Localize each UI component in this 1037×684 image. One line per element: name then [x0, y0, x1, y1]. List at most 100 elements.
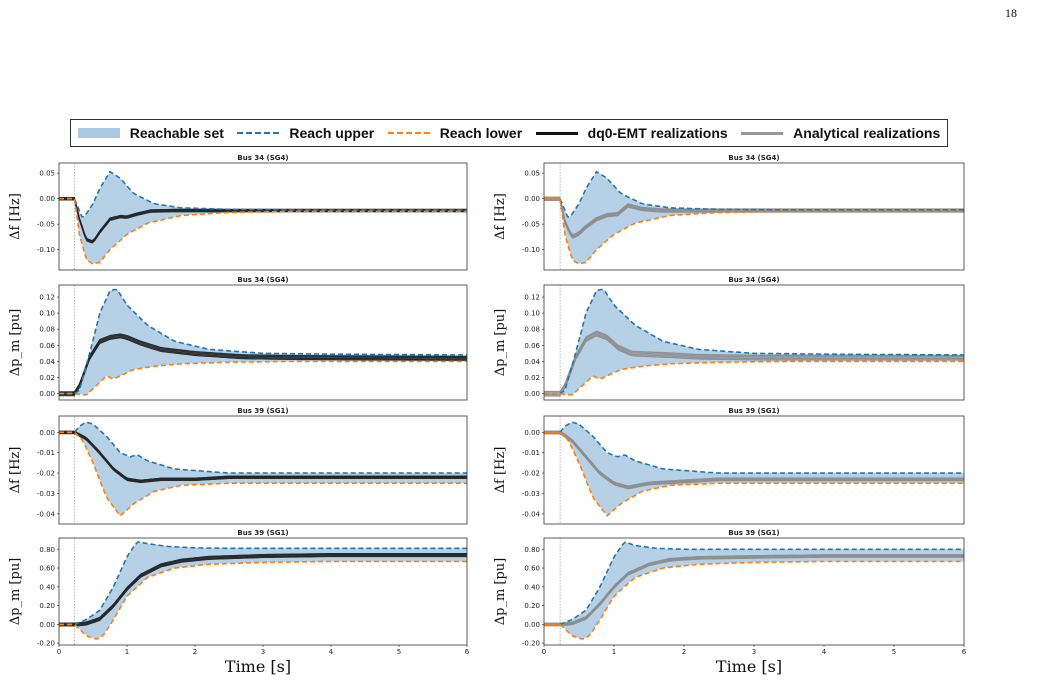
- y-axis-label: Δf [Hz]: [493, 193, 508, 240]
- y-tick-label: -0.10: [522, 246, 540, 254]
- y-tick-label: 0.00: [39, 390, 55, 398]
- y-tick-label: 0.80: [524, 546, 540, 554]
- subplot-title: Bus 34 (SG4): [728, 154, 779, 162]
- realization-line-1: [544, 432, 964, 489]
- legend-item-reach-lower: Reach lower: [387, 125, 522, 141]
- realization-line-2: [59, 553, 467, 625]
- realization-line-3: [59, 553, 467, 624]
- reach-upper-line: [59, 421, 467, 474]
- y-axis-label: Δp_m [pu]: [8, 309, 23, 377]
- y-axis-label: Δf [Hz]: [8, 447, 23, 494]
- subplot-title: Bus 39 (SG1): [237, 529, 288, 537]
- y-axis-label: Δp_m [pu]: [8, 558, 23, 626]
- y-tick-label: 0.00: [524, 429, 540, 437]
- x-tick-label: 3: [261, 648, 265, 656]
- y-tick-label: -0.04: [37, 510, 56, 518]
- x-tick-label: 5: [397, 648, 401, 656]
- legend-label: dq0-EMT realizations: [587, 125, 728, 141]
- y-tick-label: 0.40: [524, 583, 540, 591]
- y-tick-label: 0.20: [39, 602, 55, 610]
- reach-lower-line: [544, 560, 964, 640]
- y-tick-label: -0.02: [522, 470, 540, 478]
- subplot-title: Bus 39 (SG1): [237, 407, 288, 415]
- reachable-set-area: [59, 422, 467, 516]
- reachable-set-area: [544, 289, 964, 395]
- reach-upper-line: [544, 170, 964, 218]
- y-axis-label: Δp_m [pu]: [493, 558, 508, 626]
- realization-line-2: [544, 431, 964, 488]
- y-tick-label: 0.05: [524, 170, 540, 178]
- plot-frame: [58, 415, 468, 525]
- plot-frame: [58, 162, 468, 271]
- reach-upper-line: [544, 288, 964, 395]
- realization-line-3: [544, 554, 964, 624]
- y-tick-label: 0.00: [39, 195, 55, 203]
- legend-swatch-line-black: [535, 131, 578, 135]
- y-tick-label: -0.20: [522, 640, 540, 648]
- y-tick-label: 0.00: [524, 195, 540, 203]
- y-tick-label: 0.60: [39, 565, 55, 573]
- realization-line-0: [59, 199, 467, 244]
- subplot-7: Bus 39 (SG1) 0.80 0.60 0.40 0.20 0.00 -0.200 1 2…: [493, 529, 967, 676]
- page-number: 18: [1005, 6, 1017, 20]
- subplot-title: Bus 34 (SG4): [728, 276, 779, 284]
- realization-line-2: [59, 431, 467, 482]
- y-tick-label: -0.20: [37, 640, 55, 648]
- x-tick-label: 4: [329, 648, 334, 656]
- legend-item-reachable-set: Reachable set: [77, 125, 224, 141]
- legend: Reachable set Reach upper Reach lower dq…: [70, 119, 948, 147]
- realization-line-3: [544, 430, 964, 487]
- y-tick-label: 0.00: [524, 390, 540, 398]
- reachable-set-area: [544, 171, 964, 264]
- y-tick-label: 0.12: [39, 294, 55, 302]
- y-tick-label: 0.02: [39, 374, 55, 382]
- subplot-title: Bus 34 (SG4): [237, 154, 288, 162]
- reachable-set-area: [59, 171, 467, 264]
- plot-frame: [543, 284, 965, 401]
- subplot-0: Bus 34 (SG4) 0.05 0.00 -0.05 -0.10 Δf [Hz]: [8, 154, 468, 271]
- legend-label: Analytical realizations: [793, 125, 941, 141]
- legend-item-emt: dq0-EMT realizations: [535, 125, 728, 141]
- y-tick-label: 0.10: [524, 310, 540, 318]
- x-tick-label: 0: [542, 648, 546, 656]
- legend-swatch-dash-blue: [237, 132, 280, 134]
- plot-frame: [543, 415, 965, 525]
- x-tick-label: 3: [752, 648, 756, 656]
- y-tick-label: 0.08: [524, 326, 540, 334]
- y-axis-label: Δf [Hz]: [8, 193, 23, 240]
- legend-swatch-line-gray: [741, 131, 784, 135]
- y-tick-label: 0.00: [524, 621, 540, 629]
- y-axis-label: Δp_m [pu]: [493, 309, 508, 377]
- legend-item-reach-upper: Reach upper: [237, 125, 374, 141]
- legend-item-analytical: Analytical realizations: [741, 125, 940, 141]
- legend-swatch-fill: [77, 128, 120, 138]
- subplot-3: Bus 34 (SG4) 0.12 0.10 0.08 0.06 0.04 0.02 0.00…: [493, 276, 965, 401]
- y-tick-label: 0.10: [39, 310, 55, 318]
- reachable-set-area: [544, 422, 964, 516]
- y-tick-label: 0.04: [39, 358, 55, 366]
- x-tick-label: 2: [193, 648, 197, 656]
- x-tick-label: 6: [465, 648, 470, 656]
- realization-line-1: [59, 555, 467, 626]
- realization-line-3: [544, 330, 964, 393]
- x-tick-label: 5: [892, 648, 896, 656]
- y-tick-label: 0.00: [39, 429, 55, 437]
- realization-line-0: [59, 337, 467, 397]
- reach-upper-line: [544, 421, 964, 474]
- y-axis-label: Δf [Hz]: [493, 447, 508, 494]
- y-tick-label: -0.01: [37, 449, 55, 457]
- realization-line-2: [544, 332, 964, 394]
- y-tick-label: 0.02: [524, 374, 540, 382]
- y-tick-label: -0.04: [522, 510, 541, 518]
- x-tick-label: 1: [612, 648, 616, 656]
- y-tick-label: 0.05: [39, 170, 55, 178]
- realization-line-3: [59, 197, 467, 242]
- realization-line-3: [59, 430, 467, 481]
- y-tick-label: 0.60: [524, 565, 540, 573]
- y-tick-label: 0.20: [524, 602, 540, 610]
- legend-label: Reach upper: [289, 125, 375, 141]
- realization-band: [544, 430, 964, 490]
- subplot-6: Bus 39 (SG1) 0.80 0.60 0.40 0.20 0.00 -0.200 1 2…: [8, 529, 470, 676]
- y-tick-label: -0.03: [37, 490, 55, 498]
